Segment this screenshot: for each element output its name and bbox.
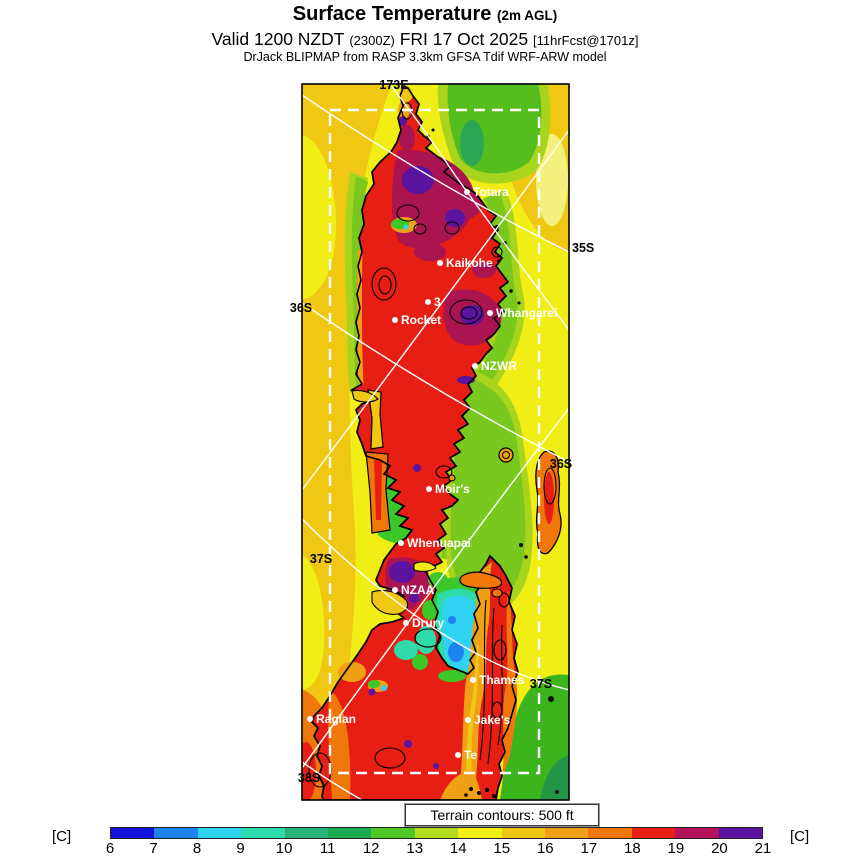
colorbar-tick: 6 <box>105 840 115 857</box>
colorbar-segment <box>241 828 285 838</box>
site-dot-nzaa <box>392 587 398 593</box>
colorbar-tick: 15 <box>493 840 511 857</box>
site-dot-jakes <box>465 717 471 723</box>
valid-line: Valid 1200 NZDT (2300Z) FRI 17 Oct 2025 … <box>0 29 850 49</box>
colorbar-tick: 17 <box>580 840 598 857</box>
colorbar-unit-right: [C] <box>790 828 810 845</box>
title-main: Surface Temperature <box>292 3 492 25</box>
grid-label-36s-east: 36S <box>550 457 572 471</box>
site-label: Totara <box>473 185 509 199</box>
site-dot-thames <box>470 677 476 683</box>
site-dot-raglan <box>307 716 313 722</box>
coastal-rocks <box>426 128 528 798</box>
site-label: Raglan <box>316 712 356 726</box>
colorbar-segment <box>631 828 676 838</box>
site-dot-3 <box>425 299 431 305</box>
islands <box>448 447 562 794</box>
grid-label-37s-west: 37S <box>310 552 332 566</box>
site-dot-drury <box>403 620 409 626</box>
colorbar-tick: 21 <box>754 840 772 857</box>
graticule <box>302 84 569 800</box>
site-label: Thames <box>479 673 525 687</box>
colorbar-segment <box>501 828 546 838</box>
grid-label-173e: 173E <box>379 78 408 92</box>
site-labels: Totara Kaikohe 3 Rocket Whangarei NZWR M… <box>316 185 557 762</box>
colorbar-segment <box>197 828 242 838</box>
colorbar-segment <box>284 828 329 838</box>
colorbar-unit-left: [C] <box>52 828 72 845</box>
site-dot-rocket <box>392 317 398 323</box>
colorbar-tick: 20 <box>711 840 728 857</box>
colorbar-segment <box>328 828 372 838</box>
site-dot-moirs <box>426 486 432 492</box>
map-frame <box>301 83 570 801</box>
grid-label-38s: 38S <box>298 771 320 785</box>
colorbar-tick: 18 <box>624 840 641 857</box>
title-sub: (2m AGL) <box>496 8 558 23</box>
site-dot-nzwr <box>472 363 478 369</box>
colorbar-segment <box>154 828 198 838</box>
colorbar-segment <box>111 828 155 838</box>
colorbar-segments <box>110 827 763 839</box>
colorbar-segment <box>414 828 459 838</box>
valid-fcst: [11hrFcst@1701z] <box>533 33 639 48</box>
site-label: NZAA <box>401 583 435 597</box>
valid-zulu: (2300Z) <box>349 33 395 48</box>
valid-date: FRI 17 Oct 2025 <box>399 29 529 49</box>
colorbar-segment <box>458 828 502 838</box>
site-label: Kaikohe <box>446 256 493 270</box>
grid-label-37s-east: 37S <box>530 677 552 691</box>
site-markers <box>307 189 493 758</box>
grid-label-36s-west: 36S <box>290 301 312 315</box>
colorbar-tick: 10 <box>275 840 293 857</box>
colorbar-segment <box>675 828 719 838</box>
site-label: Moir's <box>435 482 470 496</box>
site-label: Drury <box>412 616 444 630</box>
domain-boundary <box>328 108 541 775</box>
colorbar-tick: 16 <box>536 840 554 857</box>
header: Surface Temperature (2m AGL) Valid 1200 … <box>0 0 850 65</box>
site-label: NZWR <box>481 359 517 373</box>
colorbar-tick: 12 <box>362 840 380 857</box>
site-dot-te <box>455 752 461 758</box>
site-label: Te <box>464 748 477 762</box>
colorbar-tick: 19 <box>667 840 685 857</box>
coastline <box>311 84 519 800</box>
colorbar-tick: 8 <box>192 840 202 857</box>
site-dot-whenuapai <box>398 540 404 546</box>
site-label: Whenuapai <box>407 536 471 550</box>
colorbar-segment <box>718 828 763 838</box>
site-dot-kaikohe <box>437 260 443 266</box>
valid-prefix: Valid 1200 NZDT <box>211 29 345 49</box>
colorbar-tick: 14 <box>449 840 467 857</box>
site-label: Rocket <box>401 313 441 327</box>
map-painting: Totara Kaikohe 3 Rocket Whangarei NZWR M… <box>302 84 569 800</box>
colorbar-tick: 13 <box>406 840 424 857</box>
colorbar-segment <box>371 828 415 838</box>
site-label: Jake's <box>474 713 511 727</box>
page-title: Surface Temperature (2m AGL) <box>0 3 850 26</box>
colorbar-tick: 11 <box>319 840 336 857</box>
model-line: DrJack BLIPMAP from RASP 3.3km GFSA Tdif… <box>243 50 607 65</box>
site-label: 3 <box>434 295 441 309</box>
colorbar-tick: 7 <box>149 840 158 857</box>
terrain-note: Terrain contours: 500 ft <box>404 803 600 827</box>
colorbar-tick: 9 <box>236 840 245 857</box>
grid-labels: 173E 35S 36S 36S 37S 37S 38S <box>290 78 594 785</box>
site-label: Whangarei <box>496 306 557 320</box>
colorbar-segment <box>545 828 589 838</box>
site-dot-whangarei <box>487 310 493 316</box>
site-dot-totara <box>464 189 470 195</box>
colorbar-segment <box>588 828 632 838</box>
grid-label-35s: 35S <box>572 241 594 255</box>
